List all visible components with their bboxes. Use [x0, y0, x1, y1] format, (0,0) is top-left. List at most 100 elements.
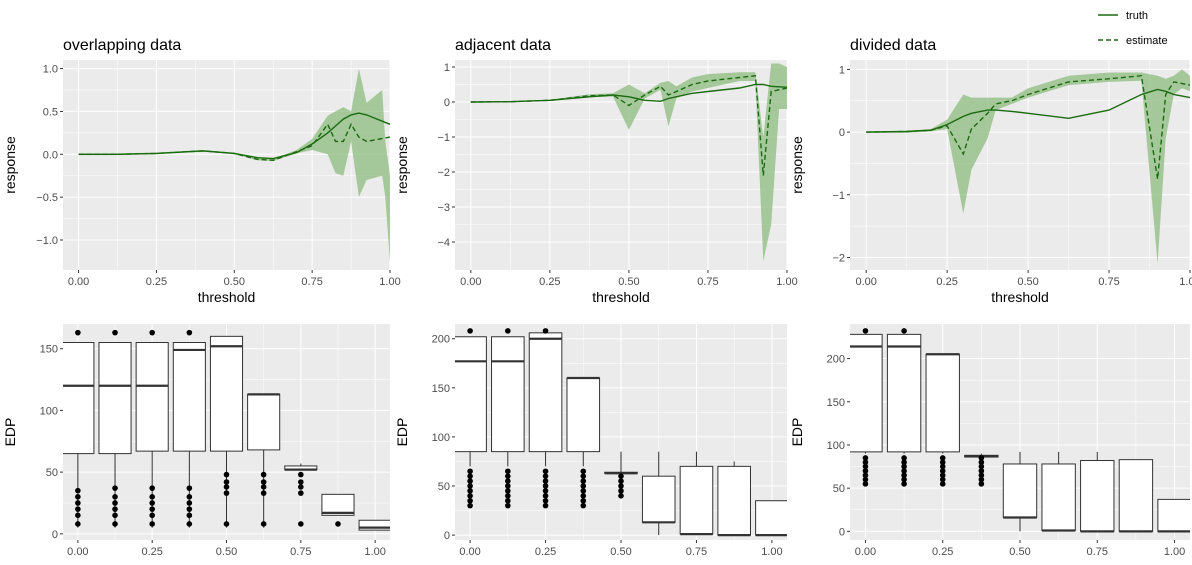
outlier-point: [542, 493, 549, 499]
outlier-point: [186, 512, 193, 519]
confidence-band: [78, 68, 390, 262]
outlier-point: [75, 506, 81, 512]
outlier-point: [223, 521, 230, 527]
box-1: [491, 328, 525, 509]
outlier-point: [939, 468, 946, 474]
outlier-point: [505, 488, 511, 494]
outlier-point: [939, 459, 946, 466]
outlier-point: [112, 485, 118, 491]
data-layer: [78, 68, 390, 262]
x-tick-label: 0.75: [1087, 546, 1108, 558]
outlier-point: [186, 521, 193, 527]
outlier-point: [223, 471, 230, 478]
x-tick-label: 0.00: [460, 276, 481, 288]
outlier-point: [542, 497, 549, 504]
box-body: [528, 332, 563, 453]
outlier-point: [978, 472, 985, 479]
x-tick-label: 0.00: [459, 546, 480, 558]
y-tick-label: 50: [438, 481, 450, 493]
outlier-point: [901, 463, 907, 470]
x-tick-label: 1.00: [1164, 546, 1185, 558]
y-tick-label: 200: [432, 334, 450, 346]
outlier-point: [260, 484, 267, 490]
y-tick-label: 1: [839, 64, 845, 76]
x-axis-label: threshold: [198, 289, 256, 305]
y-tick-label: 1: [444, 62, 450, 74]
box-1: [98, 329, 132, 528]
outlier-point: [939, 472, 946, 479]
outlier-point: [223, 490, 230, 496]
y-axis-label: EDP: [2, 418, 18, 447]
outlier-point: [75, 500, 81, 506]
x-tick-label: 1.00: [761, 546, 782, 558]
outlier-point: [901, 455, 907, 461]
outlier-point: [862, 455, 869, 461]
data-layer: [470, 63, 787, 262]
outlier-point: [580, 488, 587, 494]
x-tick-label: 0.50: [1009, 546, 1030, 558]
outlier-point: [298, 521, 304, 527]
x-tick-label: 0.50: [216, 546, 237, 558]
outlier-point: [580, 483, 587, 489]
outlier-point: [149, 485, 155, 491]
box-8: [755, 500, 787, 537]
x-tick-label: 1.00: [379, 276, 400, 288]
outlier-point: [112, 500, 118, 506]
outlier-point: [862, 328, 869, 334]
outlier-point: [505, 473, 511, 479]
outlier-point: [580, 497, 587, 504]
box-6: [1080, 451, 1115, 533]
x-tick-label: 0.50: [610, 546, 631, 558]
outlier-point: [467, 497, 473, 504]
box-0: [63, 329, 95, 528]
outlier-point: [112, 329, 118, 336]
panel-background: [850, 60, 1190, 270]
box-body: [1080, 460, 1115, 532]
y-axis-label: response: [2, 136, 18, 194]
box-8: [358, 519, 390, 531]
outlier-point: [260, 479, 267, 485]
series-estimate: [866, 74, 1190, 180]
outlier-point: [112, 494, 118, 500]
x-tick-label: 0.00: [68, 276, 89, 288]
outlier-point: [149, 500, 155, 506]
data-layer: [455, 328, 787, 537]
outlier-point: [505, 328, 511, 334]
outlier-point: [978, 463, 985, 470]
y-tick-label: 100: [432, 432, 450, 444]
box-body: [209, 335, 244, 452]
series-estimate: [470, 75, 787, 176]
outlier-point: [939, 463, 946, 470]
box-7: [1118, 459, 1154, 533]
outlier-point: [75, 512, 81, 519]
y-tick-label: 0: [444, 97, 450, 109]
y-tick-label: 50: [46, 467, 58, 479]
box-6: [679, 451, 714, 536]
box-0: [455, 328, 487, 509]
box-body: [172, 342, 206, 452]
y-tick-label: −1.0: [36, 235, 58, 247]
box-5: [1041, 451, 1076, 532]
outlier-point: [298, 490, 304, 496]
outlier-point: [901, 468, 907, 474]
x-tick-label: 1.00: [364, 546, 385, 558]
box-6: [284, 463, 318, 527]
x-tick-label: 0.75: [686, 546, 707, 558]
x-tick-label: 0.25: [539, 276, 560, 288]
x-tick-label: 0.50: [618, 276, 639, 288]
y-tick-label: 0.0: [43, 149, 58, 161]
box-3: [964, 453, 999, 487]
y-tick-label: 0: [839, 526, 845, 538]
outlier-point: [901, 459, 907, 466]
y-tick-label: −2: [437, 167, 450, 179]
outlier-point: [467, 483, 473, 489]
outlier-point: [978, 455, 985, 461]
box-body: [1002, 463, 1038, 519]
outlier-point: [618, 473, 624, 479]
box-5: [641, 451, 676, 536]
outlier-point: [862, 481, 869, 487]
panel-6: 0.00 0.25 0.50 0.75 1.00 0 50 100 150 200 EDP: [789, 324, 1190, 558]
outlier-point: [149, 506, 155, 512]
y-tick-label: 0: [52, 529, 58, 541]
